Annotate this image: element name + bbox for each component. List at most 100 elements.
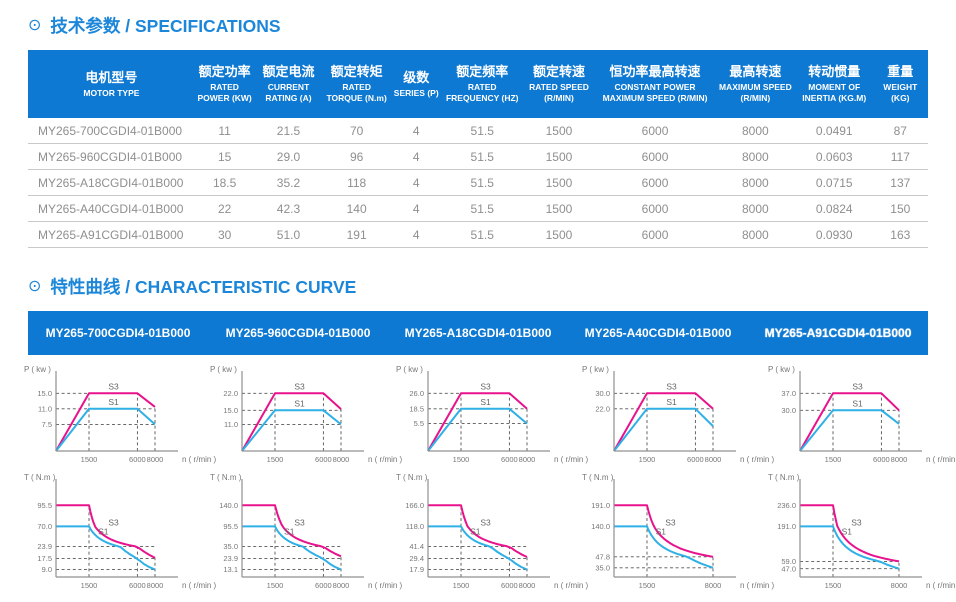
table-cell: 21.5 <box>254 118 323 144</box>
svg-text:n ( r/min ): n ( r/min ) <box>740 581 775 590</box>
table-cell: 87 <box>872 118 928 144</box>
table-cell: 6000 <box>595 169 715 196</box>
svg-text:S1: S1 <box>842 526 853 536</box>
svg-text:1500: 1500 <box>267 581 284 590</box>
svg-text:P ( kw ): P ( kw ) <box>24 365 51 374</box>
power-chart: 30.0 22.0 1500 6000 8000 S3 S1 P ( kw ) n ( r/mi… <box>582 365 775 464</box>
svg-text:S3: S3 <box>294 517 305 527</box>
table-cell: 6000 <box>595 118 715 144</box>
table-cell: 4 <box>390 169 442 196</box>
table-cell: 137 <box>872 169 928 196</box>
svg-text:T ( N.m ): T ( N.m ) <box>582 473 614 482</box>
spec-col-header: 重量 WEIGHT (KG) <box>883 64 918 103</box>
svg-text:T ( N.m ): T ( N.m ) <box>24 473 56 482</box>
svg-text:30.0: 30.0 <box>781 406 796 415</box>
svg-text:166.0: 166.0 <box>405 501 424 510</box>
svg-text:8000: 8000 <box>891 455 908 464</box>
power-chart-cell: 26.0 18.5 5.5 1500 6000 8000 S3 S1 P ( kw ) n ( r… <box>392 363 589 471</box>
svg-text:S3: S3 <box>480 381 491 391</box>
motor-type-cell: MY265-700CGDI4-01B000 <box>28 118 195 144</box>
section-bullet-icon: ⊙ <box>28 277 42 295</box>
table-cell: 30 <box>194 221 255 248</box>
table-cell: 0.0824 <box>795 195 873 222</box>
curves-title-text: 特性曲线 / CHARACTERISTIC CURVE <box>50 277 357 297</box>
svg-text:P ( kw ): P ( kw ) <box>210 365 237 374</box>
table-cell: 29.0 <box>254 143 323 170</box>
svg-text:26.0: 26.0 <box>409 389 424 398</box>
spec-col-header: 转动惯量 MOMENT OF INERTIA (KG.M) <box>802 64 867 103</box>
svg-text:35.0: 35.0 <box>595 563 610 572</box>
table-cell: 0.0491 <box>795 118 873 144</box>
svg-text:6000: 6000 <box>687 455 704 464</box>
svg-text:n ( r/min ): n ( r/min ) <box>368 455 403 464</box>
svg-text:n ( r/min ): n ( r/min ) <box>368 581 403 590</box>
svg-text:29.4: 29.4 <box>409 554 424 563</box>
svg-text:P ( kw ): P ( kw ) <box>768 365 795 374</box>
spec-table-body: MY265-700CGDI4-01B000 11 21.5 70 4 51.5 1500 60… <box>28 118 928 248</box>
motor-type-cell: MY265-A18CGDI4-01B000 <box>28 169 195 196</box>
motor-type-cell: MY265-A91CGDI4-01B000 <box>28 221 195 248</box>
table-cell: 6000 <box>595 221 715 248</box>
svg-text:15.0: 15.0 <box>223 406 238 415</box>
svg-text:8000: 8000 <box>147 581 164 590</box>
specifications-section-title: ⊙ 技术参数 / SPECIFICATIONS <box>28 0 956 38</box>
svg-text:S3: S3 <box>480 517 491 527</box>
svg-text:22.0: 22.0 <box>223 389 238 398</box>
spec-col-header: 额定转矩 RATED TORQUE (N.m) <box>326 64 387 103</box>
svg-text:6000: 6000 <box>501 581 518 590</box>
table-cell: 1500 <box>522 118 596 144</box>
svg-text:n ( r/min ): n ( r/min ) <box>554 455 589 464</box>
svg-text:n ( r/min ): n ( r/min ) <box>926 455 956 464</box>
table-cell: 0.0930 <box>795 221 873 248</box>
svg-text:S3: S3 <box>294 381 305 391</box>
svg-text:P ( kw ): P ( kw ) <box>582 365 609 374</box>
svg-text:8000: 8000 <box>333 581 350 590</box>
svg-text:S1: S1 <box>852 398 863 408</box>
svg-text:41.4: 41.4 <box>409 542 424 551</box>
svg-text:13.1: 13.1 <box>223 565 238 574</box>
svg-text:6000: 6000 <box>315 455 332 464</box>
table-cell: 51.5 <box>441 169 523 196</box>
svg-text:S1: S1 <box>294 398 305 408</box>
power-chart-cell: 37.0 30.0 1500 6000 8000 S3 S1 P ( kw ) n ( r/mi… <box>764 363 956 471</box>
svg-text:1500: 1500 <box>639 581 656 590</box>
spec-table-head: 电机型号 MOTOR TYPE 额定功率 RATED POWER (KW) 额定电流 CU… <box>28 50 928 118</box>
svg-text:S1: S1 <box>98 526 109 536</box>
spec-col-header: 额定转速 RATED SPEED (R/MIN) <box>529 64 589 103</box>
svg-text:n ( r/min ): n ( r/min ) <box>182 581 217 590</box>
table-cell: 0.0603 <box>795 143 873 170</box>
svg-text:S3: S3 <box>665 517 676 527</box>
svg-text:S3: S3 <box>666 381 677 391</box>
svg-text:30.0: 30.0 <box>595 389 610 398</box>
svg-text:P ( kw ): P ( kw ) <box>396 365 423 374</box>
svg-text:S3: S3 <box>108 381 119 391</box>
table-cell: 140 <box>322 195 391 222</box>
power-chart: 26.0 18.5 5.5 1500 6000 8000 S3 S1 P ( kw ) n ( r… <box>396 365 589 464</box>
svg-text:22.0: 22.0 <box>595 404 610 413</box>
spec-col-header: 额定功率 RATED POWER (KW) <box>197 64 252 103</box>
model-tab: MY265-A91CGDI4-01B000 <box>764 326 912 340</box>
svg-text:8000: 8000 <box>705 455 722 464</box>
table-cell: 8000 <box>714 221 796 248</box>
table-cell: 0.0715 <box>795 169 873 196</box>
specifications-title-text: 技术参数 / SPECIFICATIONS <box>50 16 281 36</box>
svg-text:6000: 6000 <box>873 455 890 464</box>
table-cell: 22 <box>194 195 255 222</box>
svg-text:59.0: 59.0 <box>781 557 796 566</box>
svg-text:191.0: 191.0 <box>591 501 610 510</box>
table-cell: 163 <box>872 221 928 248</box>
svg-text:95.5: 95.5 <box>223 522 238 531</box>
svg-text:140.0: 140.0 <box>591 522 610 531</box>
torque-chart-cell: 236.0 191.0 59.0 47.0 1500 8000 S3 S1 T ( N.m ) n… <box>764 471 956 599</box>
torque-chart-cell: 166.0 118.0 41.4 29.4 17.9 1500 6000 8000 S3 S1 T … <box>392 471 589 599</box>
svg-text:7.5: 7.5 <box>42 420 52 429</box>
svg-text:17.5: 17.5 <box>37 554 52 563</box>
table-cell: 96 <box>322 143 391 170</box>
svg-text:35.0: 35.0 <box>223 542 238 551</box>
table-cell: 1500 <box>522 169 596 196</box>
table-row: MY265-960CGDI4-01B000 15 29.0 96 4 51.5 1500 60… <box>28 143 928 170</box>
svg-text:8000: 8000 <box>147 455 164 464</box>
svg-text:1500: 1500 <box>267 455 284 464</box>
